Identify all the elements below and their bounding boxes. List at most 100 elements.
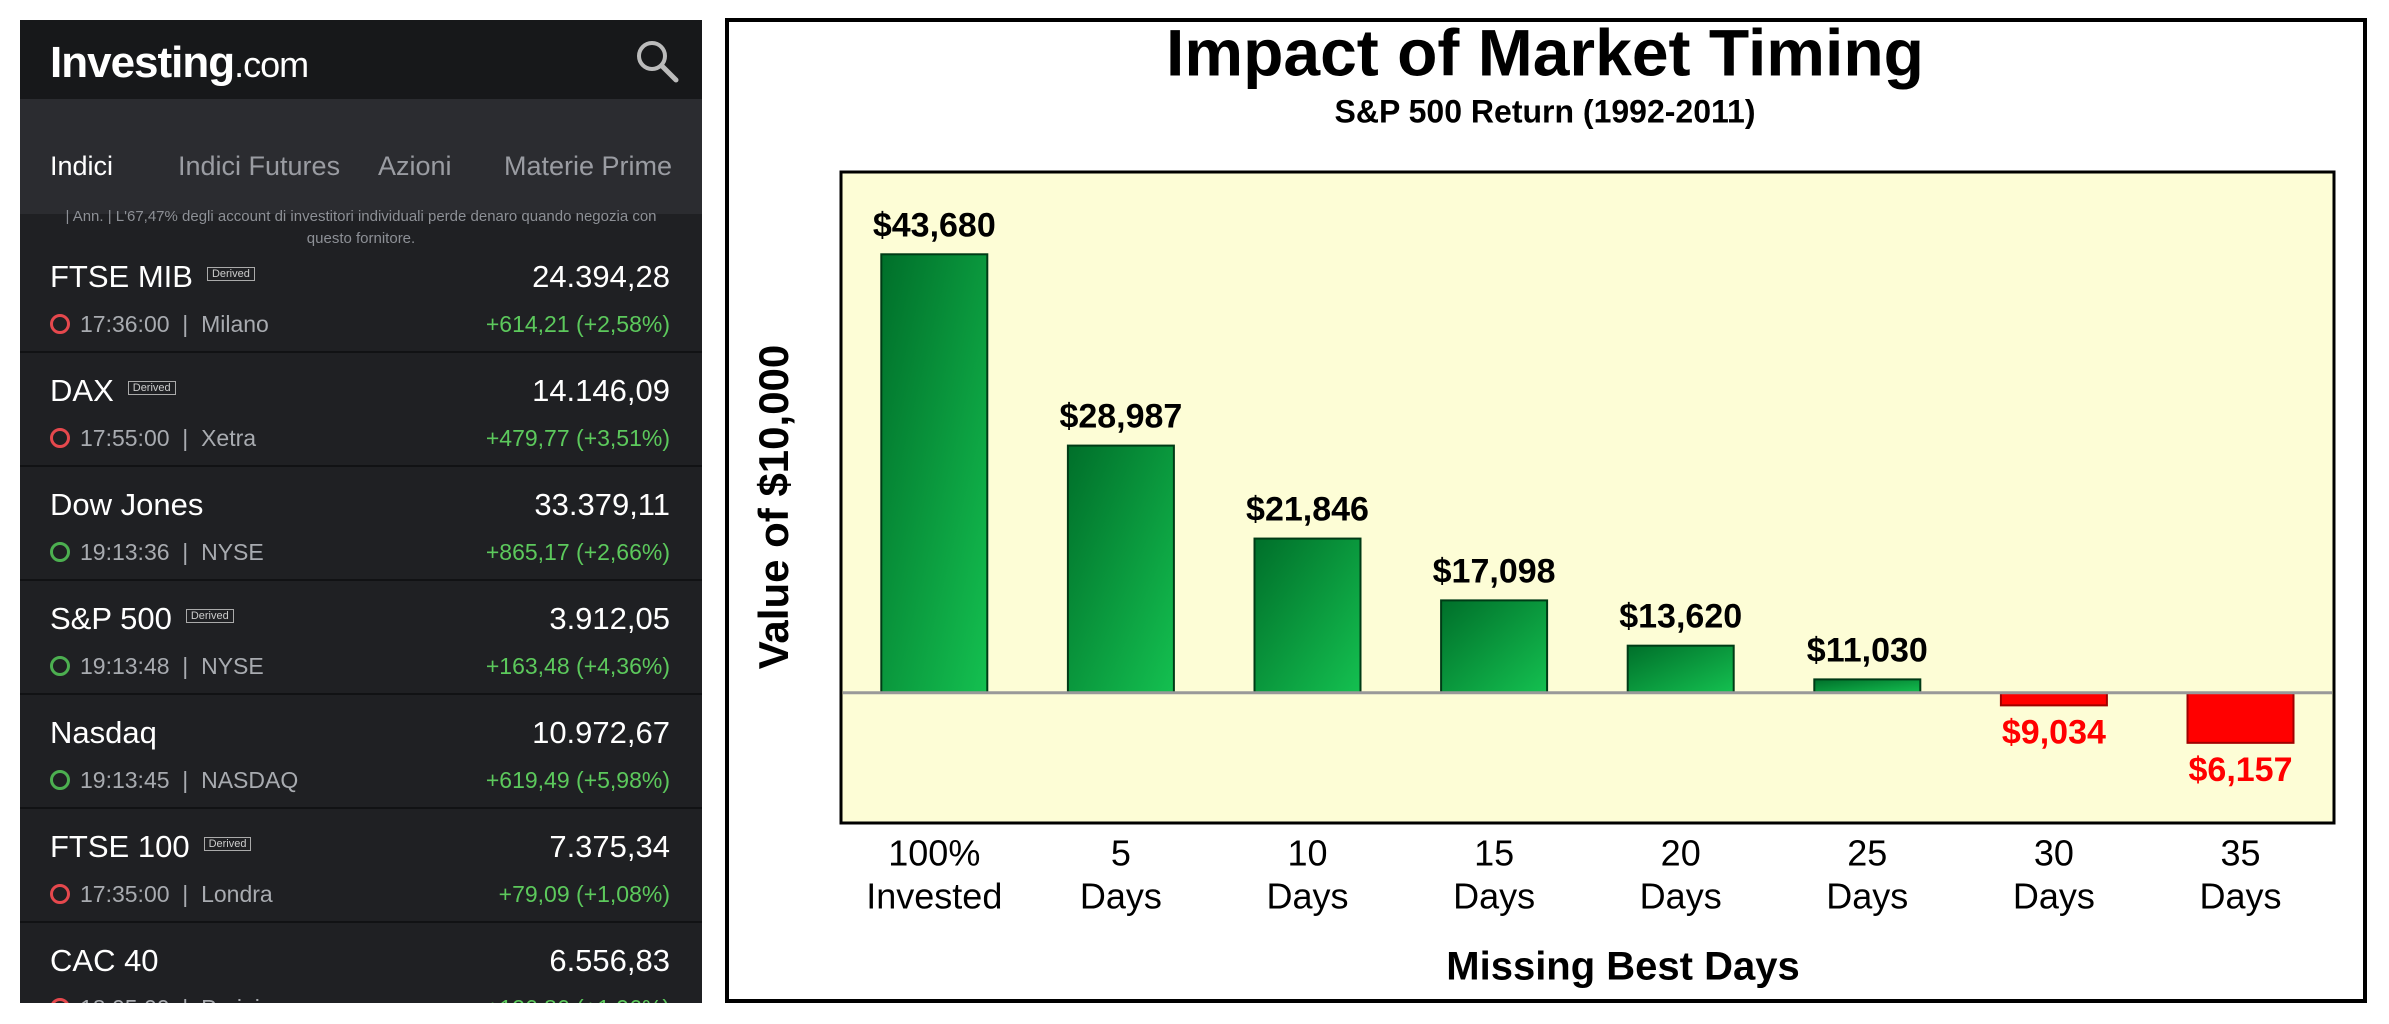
disclaimer-line: | Ann. | L'67,47% degli account di inves… xyxy=(65,208,657,225)
quote-row[interactable]: FTSE MIB Derived 24.394,28 17:36:00 | Milan… xyxy=(20,239,702,353)
quote-row[interactable]: DAX Derived 14.146,09 17:55:00 | Xetra +479,… xyxy=(20,353,702,467)
quote-row[interactable]: CAC 40 6.556,83 18:05:00 | Parigi +126,86 (… xyxy=(20,923,702,1003)
quote-name: Dow Jones xyxy=(50,487,203,523)
value-label: $21,846 xyxy=(1246,491,1369,529)
quote-price: 33.379,11 xyxy=(534,487,670,522)
separator: | xyxy=(169,539,202,565)
value-label: $13,620 xyxy=(1619,598,1742,636)
name-text: FTSE MIB xyxy=(50,259,193,294)
name-text: CAC 40 xyxy=(50,943,159,978)
tab-bar: Indici Indici Futures Azioni Materie Prime xyxy=(20,99,702,214)
quote-row[interactable]: FTSE 100 Derived 7.375,34 17:35:00 | Londra… xyxy=(20,809,702,923)
disclaimer-line: questo fornitore. xyxy=(306,230,416,247)
value-label: $11,030 xyxy=(1807,631,1928,669)
quote-price: 7.375,34 xyxy=(549,829,670,864)
quote-name: DAX Derived xyxy=(50,373,176,409)
bar xyxy=(1626,644,1735,694)
tab[interactable]: Materie Prime xyxy=(504,151,673,181)
chart: Impact of Market Timing S&P 500 Return (… xyxy=(725,15,2367,1003)
chart-title: Impact of Market Timing xyxy=(1166,15,1924,89)
disclaimer: | Ann. | L'67,47% degli account di inves… xyxy=(20,206,702,250)
value-label: $17,098 xyxy=(1433,552,1556,590)
clock-icon xyxy=(50,428,70,448)
time: 17:36:00 xyxy=(80,311,170,337)
name-text: S&P 500 xyxy=(50,601,172,636)
quote-price: 6.556,83 xyxy=(549,943,670,978)
exchange: Parigi xyxy=(201,995,260,1003)
tab[interactable]: Azioni xyxy=(378,151,452,181)
quote-price: 24.394,28 xyxy=(532,259,670,294)
exchange: NYSE xyxy=(201,653,264,679)
x-tick-label: 15 xyxy=(1474,833,1514,874)
header: Investing.com xyxy=(20,20,702,99)
clock-icon xyxy=(50,314,70,334)
clock-icon xyxy=(50,656,70,676)
separator: | xyxy=(170,995,202,1003)
bar xyxy=(1253,537,1362,694)
clock-icon xyxy=(50,542,70,562)
quote-price: 10.972,67 xyxy=(532,715,670,750)
y-axis-label: Value of $10,000 xyxy=(750,345,797,670)
clock-icon xyxy=(50,770,70,790)
name-text: FTSE 100 xyxy=(50,829,190,864)
time: 18:05:00 xyxy=(80,995,170,1003)
quote-row[interactable]: Nasdaq 10.972,67 19:13:45 | NASDAQ +619,49 … xyxy=(20,695,702,809)
quote-price: 14.146,09 xyxy=(532,373,670,408)
quote-change: +126,86 (+1,96%) xyxy=(486,995,670,1003)
clock-icon xyxy=(50,884,70,904)
quote-name: S&P 500 Derived xyxy=(50,601,234,637)
x-tick-label: Days xyxy=(2199,876,2281,917)
quote-row[interactable]: S&P 500 Derived 3.912,05 19:13:48 | NYSE +16… xyxy=(20,581,702,695)
quote-name: Nasdaq xyxy=(50,715,157,751)
exchange: Xetra xyxy=(201,425,257,451)
bar xyxy=(1999,691,2108,707)
quote-row[interactable]: Dow Jones 33.379,11 19:13:36 | NYSE +865,17… xyxy=(20,467,702,581)
quote-change: +479,77 (+3,51%) xyxy=(485,425,670,451)
tab[interactable]: Indici xyxy=(50,151,114,181)
quote-time: 17:55:00 | Xetra xyxy=(80,425,256,452)
separator: | xyxy=(169,653,202,679)
x-tick-label: 35 xyxy=(2220,833,2260,874)
logo-brand: Investing xyxy=(50,38,235,87)
time: 17:55:00 xyxy=(80,425,170,451)
x-axis-label: Missing Best Days xyxy=(1446,945,1799,989)
quote-name: CAC 40 xyxy=(50,943,159,979)
x-tick-label: Invested xyxy=(866,876,1002,917)
quote-name: FTSE 100 Derived xyxy=(50,829,252,865)
time: 19:13:48 xyxy=(80,653,170,679)
separator: | xyxy=(169,767,202,793)
quote-time: 19:13:48 | NYSE xyxy=(80,653,264,680)
search-icon[interactable] xyxy=(632,36,682,86)
tab[interactable]: Indici Futures xyxy=(178,151,341,181)
x-tick-label: 10 xyxy=(1287,833,1327,874)
x-tick-label: 5 xyxy=(1111,833,1131,874)
quote-time: 19:13:36 | NYSE xyxy=(80,539,264,566)
x-tick-label: Days xyxy=(1080,876,1162,917)
x-tick-label: Days xyxy=(1826,876,1908,917)
x-tick-label: Days xyxy=(2013,876,2095,917)
x-tick-label: Days xyxy=(1266,876,1348,917)
quote-change: +614,21 (+2,58%) xyxy=(485,311,670,337)
name-text: Nasdaq xyxy=(50,715,157,750)
quote-time: 18:05:00 | Parigi xyxy=(80,995,260,1003)
plot-area xyxy=(839,170,2336,825)
chart-subtitle: S&P 500 Return (1992-2011) xyxy=(1335,93,1756,129)
bar xyxy=(1066,444,1175,694)
quote-change: +865,17 (+2,66%) xyxy=(485,539,670,565)
badge: Derived xyxy=(203,837,252,851)
bar xyxy=(880,253,989,694)
x-tick-label: Days xyxy=(1453,876,1535,917)
exchange: Londra xyxy=(201,881,273,907)
x-tick-label: 100% xyxy=(888,833,980,874)
bar xyxy=(1440,599,1549,694)
quote-name: FTSE MIB Derived xyxy=(50,259,255,295)
bar xyxy=(1813,678,1922,694)
quote-price: 3.912,05 xyxy=(549,601,670,636)
time: 17:35:00 xyxy=(80,881,170,907)
separator: | xyxy=(169,881,202,907)
separator: | xyxy=(169,311,202,337)
logo[interactable]: Investing.com xyxy=(50,38,309,88)
clock-icon xyxy=(50,998,70,1003)
exchange: NYSE xyxy=(201,539,264,565)
